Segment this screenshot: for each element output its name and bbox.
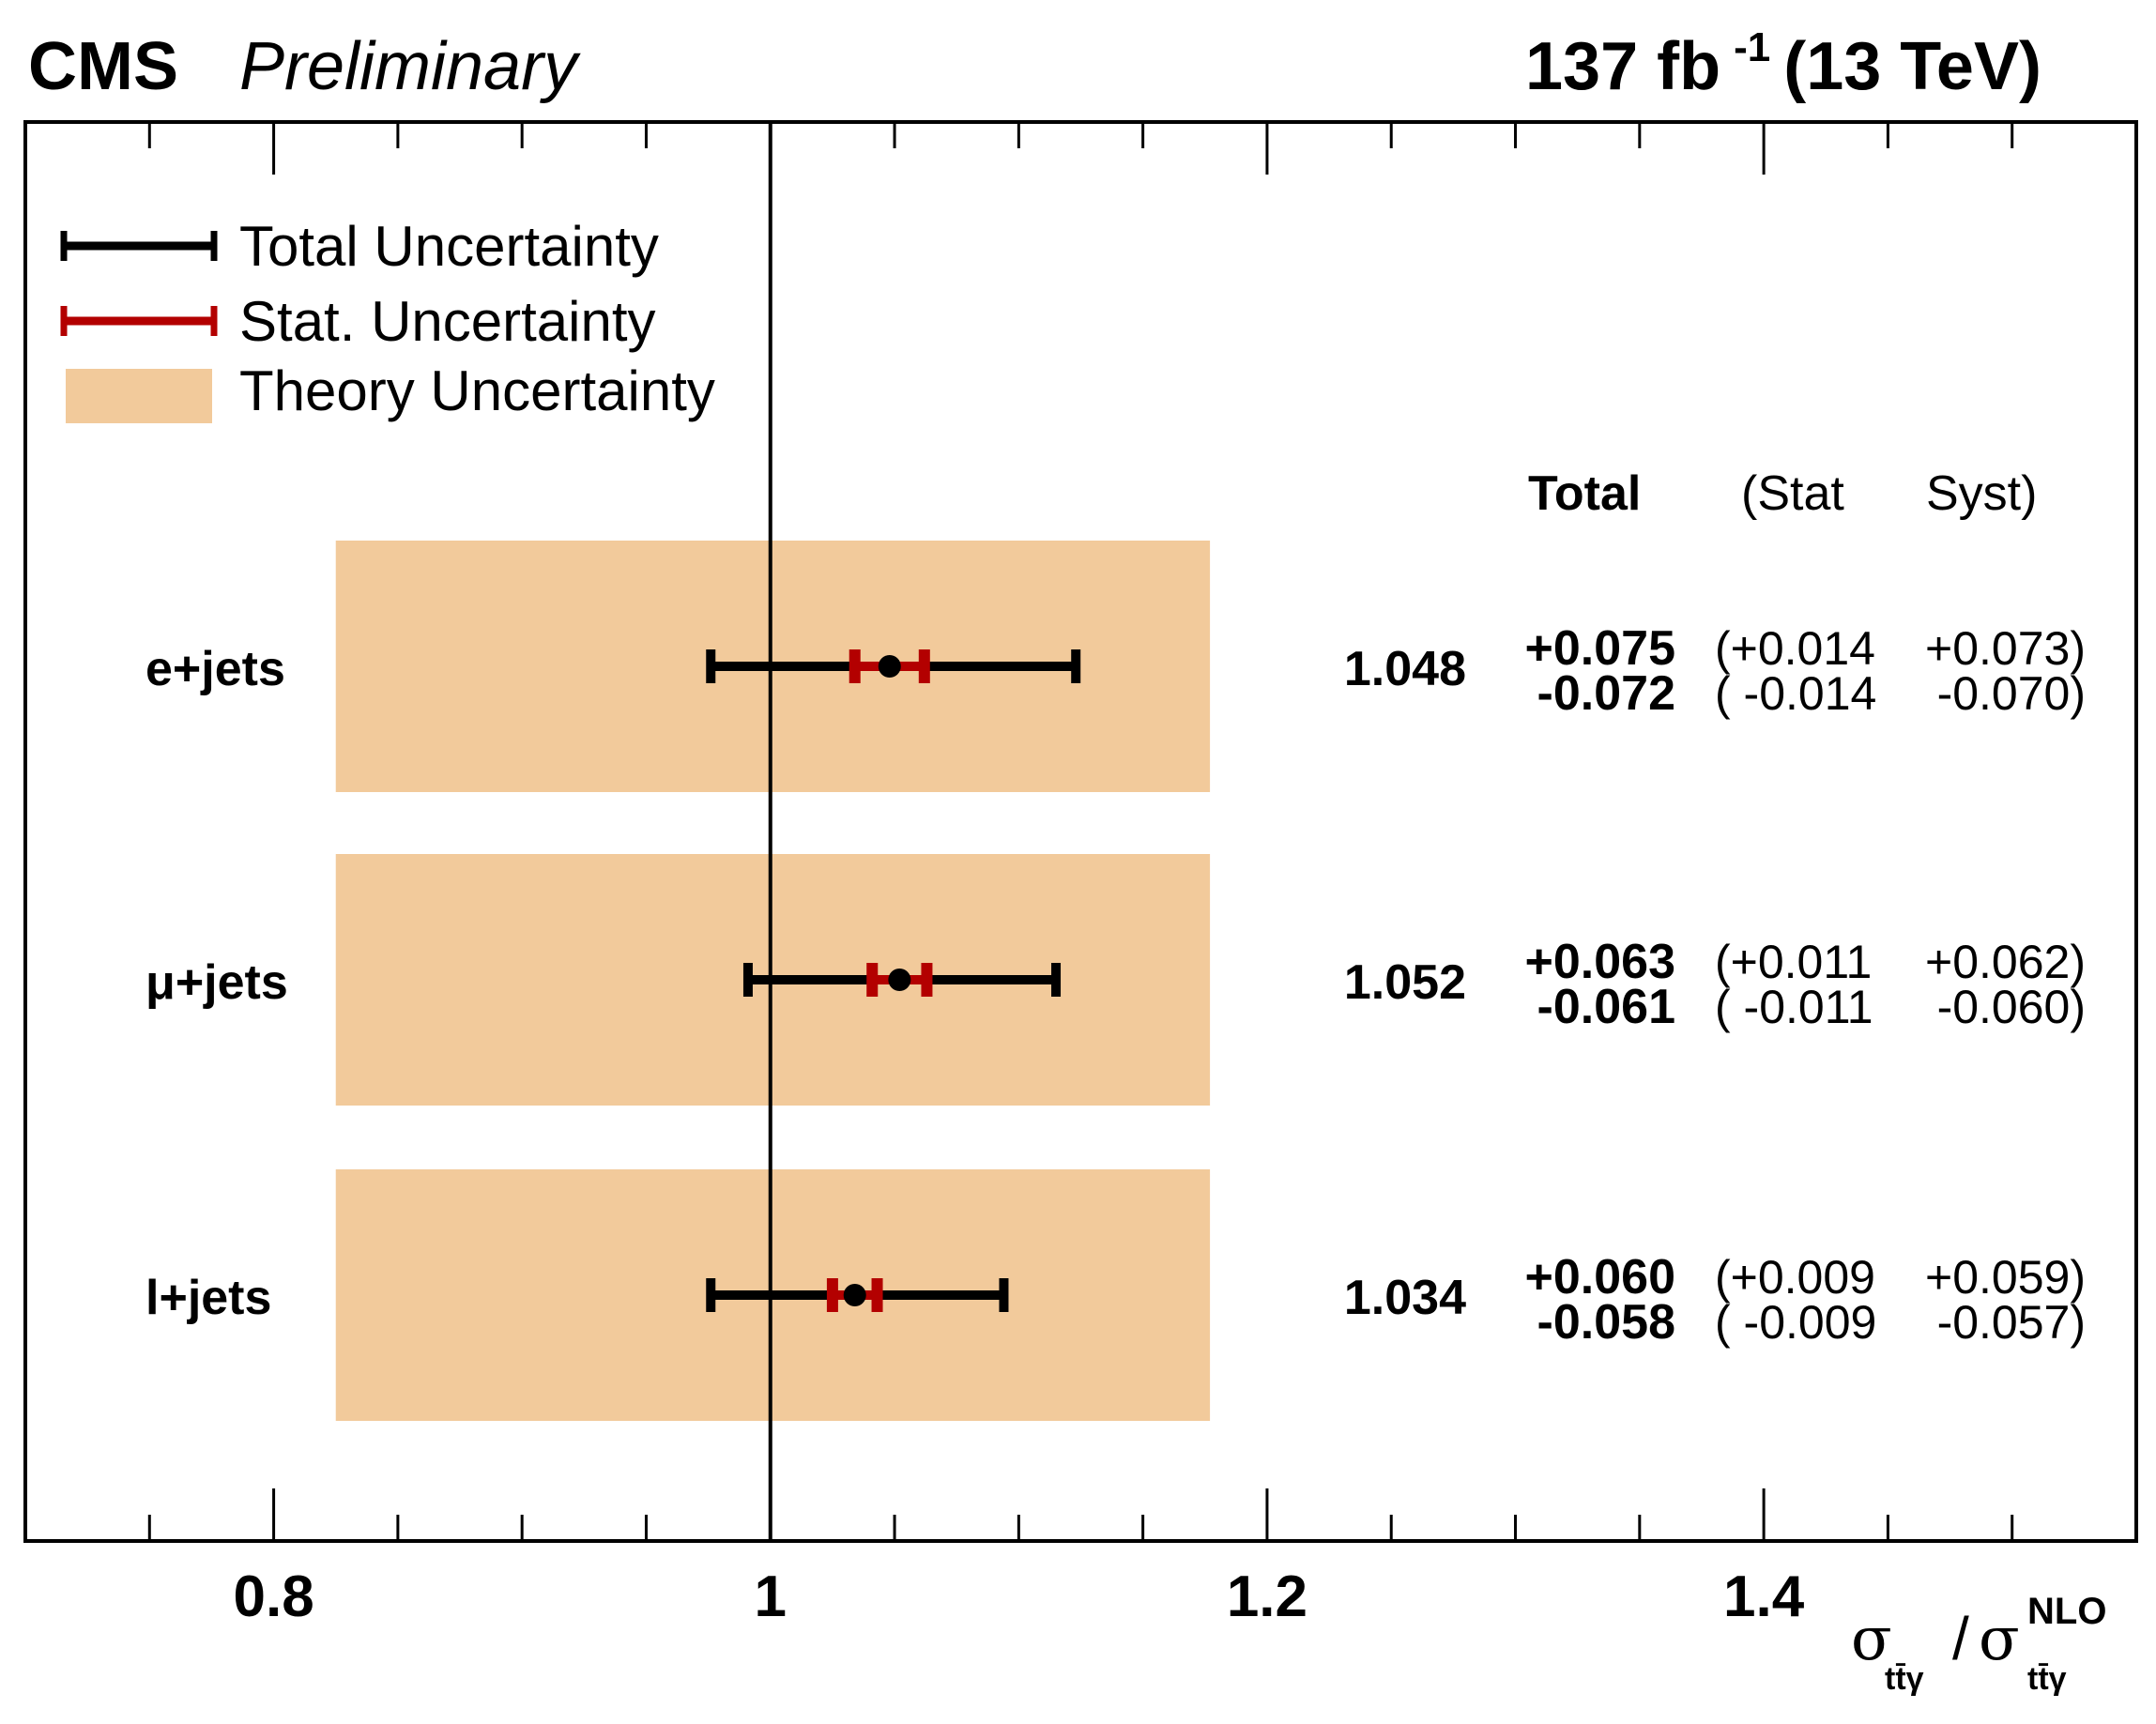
axis-sub-1: tt̄γ [1885,1661,1924,1697]
row-syst-down-2: -0.057) [1937,1296,2086,1349]
axis-slash: / [1952,1605,1969,1672]
central-value-marker-2 [843,1284,866,1306]
axis-sigma-1: σ [1851,1605,1892,1674]
row-total-up-0: +0.075 [1525,621,1676,676]
tick-label-1.2: 1.2 [1227,1564,1307,1629]
cms-label: CMS [28,29,178,104]
preliminary-label: Preliminary [239,29,581,104]
legend: Total Uncertainty Stat. Uncertainty Theo… [60,215,715,423]
row-stat-down-2: ( -0.009 [1715,1296,1876,1349]
legend-theory-label: Theory Uncertainty [239,359,715,422]
row-stat-up-0: (+0.014 [1715,622,1875,675]
row-total-down-2: -0.058 [1537,1295,1675,1350]
row-stat-down-1: ( -0.011 [1715,981,1873,1033]
axis-sigma-2: σ [1979,1605,2020,1674]
table-header-syst: Syst) [1926,466,2037,521]
row-value-1: 1.052 [1344,955,1466,1010]
tick-label-1.4: 1.4 [1723,1564,1805,1629]
legend-total-label: Total Uncertainty [239,215,659,278]
central-value-marker-1 [888,969,911,991]
row-syst-up-2: +0.059) [1925,1251,2086,1304]
row-label-1: μ+jets [145,955,288,1010]
row-1-bars [742,963,1062,997]
row-value-0: 1.048 [1344,642,1466,696]
row-label-2: l+jets [145,1271,271,1325]
legend-stat-label: Stat. Uncertainty [239,290,656,353]
central-value-marker-0 [878,655,901,678]
row-2-bars [706,1278,1009,1312]
axis-sub-2: tt̄γ [2027,1661,2067,1697]
row-syst-up-0: +0.073) [1925,622,2086,675]
row-stat-up-2: (+0.009 [1715,1251,1875,1304]
row-total-down-1: -0.061 [1537,980,1675,1034]
row-total-up-2: +0.060 [1525,1250,1676,1304]
tick-label-1: 1 [755,1564,787,1629]
error-bars [706,649,1081,1312]
lumi-energy-label: 137 fb -1 (13 TeV) [1525,24,2041,104]
legend-total-marker [60,231,218,261]
energy-value: (13 TeV) [1783,29,2041,104]
row-stat-down-0: ( -0.014 [1715,667,1876,720]
row-stat-up-1: (+0.011 [1715,936,1872,988]
x-axis-ticks: 0.8 1 1.2 1.4 [147,122,2014,1629]
row-total-up-1: +0.063 [1525,935,1676,989]
lumi-exponent: -1 [1734,24,1770,70]
table-header-stat: (Stat [1741,466,1844,521]
lumi-value: 137 fb [1525,29,1720,104]
row-syst-down-0: -0.070) [1937,667,2086,720]
tick-label-0.8: 0.8 [233,1564,313,1629]
theory-bands [335,541,1211,1421]
row-syst-up-1: +0.062) [1925,936,2086,988]
row-0-bars [706,649,1081,683]
row-labels: e+jets 1.048 +0.075-0.072 (+0.014( -0.014 +0… [145,621,2086,1350]
row-value-2: 1.034 [1344,1271,1466,1325]
legend-stat-marker [60,306,218,336]
row-label-0: e+jets [145,642,285,696]
legend-theory-swatch [66,369,212,423]
row-syst-down-1: -0.060) [1937,981,2086,1033]
row-total-down-0: -0.072 [1537,666,1675,721]
x-axis-title: σ tt̄γ / σ NLO tt̄γ [1851,1591,2106,1697]
table-header-total: Total [1528,466,1641,521]
plot-frame [23,120,2138,1543]
axis-sup: NLO [2027,1591,2106,1632]
